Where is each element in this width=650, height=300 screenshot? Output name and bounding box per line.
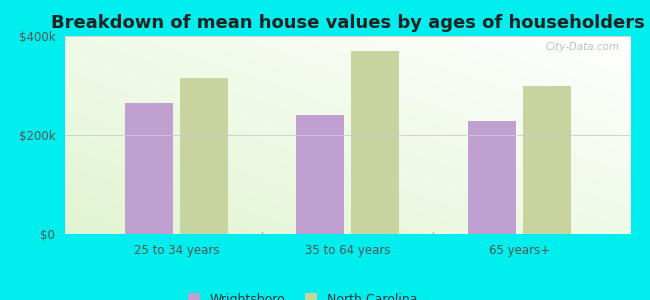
Bar <box>296 115 345 234</box>
Bar <box>180 78 227 234</box>
Bar <box>125 103 173 234</box>
Bar <box>351 51 399 234</box>
Title: Breakdown of mean house values by ages of householders: Breakdown of mean house values by ages o… <box>51 14 645 32</box>
Text: City-Data.com: City-Data.com <box>545 42 619 52</box>
Legend: Wrightsboro, North Carolina: Wrightsboro, North Carolina <box>183 288 422 300</box>
Bar <box>468 121 515 234</box>
Bar <box>523 86 571 234</box>
